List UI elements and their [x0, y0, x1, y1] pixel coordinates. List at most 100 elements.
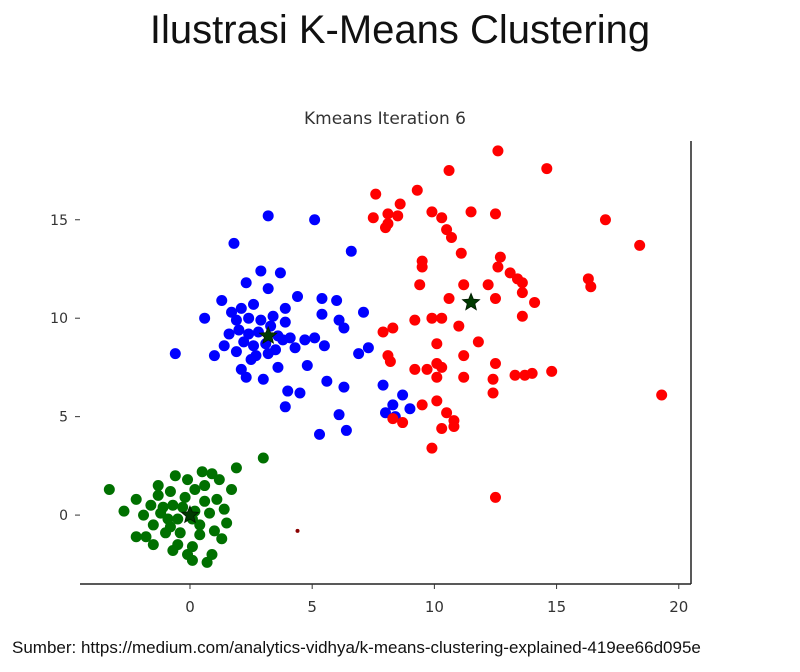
data-point — [274, 267, 286, 279]
x-tick-labels: 0 5 10 15 20 — [185, 584, 688, 616]
data-point — [426, 312, 438, 324]
data-point — [145, 499, 157, 511]
centroid-markers — [180, 292, 481, 524]
data-point — [441, 407, 453, 419]
data-point — [487, 387, 499, 399]
data-point — [634, 239, 646, 251]
data-point — [179, 491, 191, 503]
data-point — [235, 302, 247, 314]
x-tick-label: 10 — [425, 598, 444, 616]
data-point — [445, 231, 457, 243]
data-point — [206, 468, 218, 480]
data-point — [250, 350, 262, 362]
data-point — [147, 519, 159, 531]
data-point — [489, 293, 501, 305]
data-point — [404, 403, 416, 415]
data-point — [294, 387, 306, 399]
y-tick-label: 5 — [59, 410, 68, 426]
data-point — [260, 338, 272, 350]
data-point — [230, 346, 242, 358]
data-point — [279, 401, 291, 413]
data-point — [216, 533, 228, 545]
data-point — [377, 379, 389, 391]
data-points — [103, 145, 668, 568]
data-point — [262, 210, 274, 222]
data-point — [230, 314, 242, 326]
data-point — [172, 513, 184, 525]
data-point — [208, 350, 220, 362]
data-point — [516, 277, 528, 289]
data-point — [279, 316, 291, 328]
data-point — [426, 206, 438, 218]
data-point — [431, 338, 443, 350]
data-point — [362, 342, 374, 354]
slide-title: Ilustrasi K-Means Clustering — [149, 8, 651, 52]
data-point — [504, 267, 516, 279]
data-point — [316, 308, 328, 320]
data-point — [160, 527, 172, 539]
data-point — [411, 184, 423, 196]
data-point — [585, 281, 597, 293]
data-point — [230, 462, 242, 474]
data-point — [162, 513, 174, 525]
data-point — [211, 493, 223, 505]
centroid-star-marker — [258, 325, 278, 345]
data-point — [436, 422, 448, 434]
data-point — [340, 424, 352, 436]
data-point — [152, 489, 164, 501]
data-point — [279, 302, 291, 314]
data-point — [186, 554, 198, 566]
data-point — [248, 298, 260, 310]
data-point — [387, 322, 399, 334]
data-point — [233, 324, 245, 336]
data-point — [516, 310, 528, 322]
data-point — [436, 312, 448, 324]
data-point — [465, 206, 477, 218]
data-point — [186, 541, 198, 553]
data-point — [489, 357, 501, 369]
y-tick-label: 15 — [50, 213, 68, 229]
data-point — [316, 293, 328, 305]
data-point — [295, 528, 300, 533]
data-point — [331, 294, 343, 306]
x-tick-label: 5 — [307, 598, 317, 616]
data-point — [189, 483, 201, 495]
data-point — [494, 251, 506, 263]
data-point — [309, 214, 321, 226]
data-point — [529, 296, 541, 308]
data-point — [318, 340, 330, 352]
data-point — [243, 328, 255, 340]
data-point — [174, 527, 186, 539]
y-tick-label: 0 — [59, 508, 68, 524]
data-point — [489, 208, 501, 220]
data-point — [157, 501, 169, 513]
data-point — [384, 356, 396, 368]
data-point — [226, 483, 238, 495]
data-point — [472, 336, 484, 348]
data-point — [516, 287, 528, 299]
data-point — [436, 212, 448, 224]
data-point — [458, 279, 470, 291]
data-point — [164, 485, 176, 497]
data-point — [299, 334, 311, 346]
data-point — [257, 452, 269, 464]
data-point — [167, 499, 179, 511]
data-point — [248, 340, 260, 352]
data-point — [382, 218, 394, 230]
data-point — [387, 399, 399, 411]
data-point — [147, 539, 159, 551]
data-point — [487, 373, 499, 385]
data-point — [223, 328, 235, 340]
data-point — [321, 375, 333, 387]
data-point — [448, 420, 460, 432]
data-point — [382, 208, 394, 220]
data-point — [453, 320, 465, 332]
data-point — [130, 531, 142, 543]
data-point — [240, 371, 252, 383]
data-point — [267, 310, 279, 322]
data-point — [282, 385, 294, 397]
data-point — [443, 293, 455, 305]
data-point — [152, 480, 164, 492]
data-point — [426, 442, 438, 454]
source-citation: Sumber: https://medium.com/analytics-vid… — [12, 638, 701, 657]
